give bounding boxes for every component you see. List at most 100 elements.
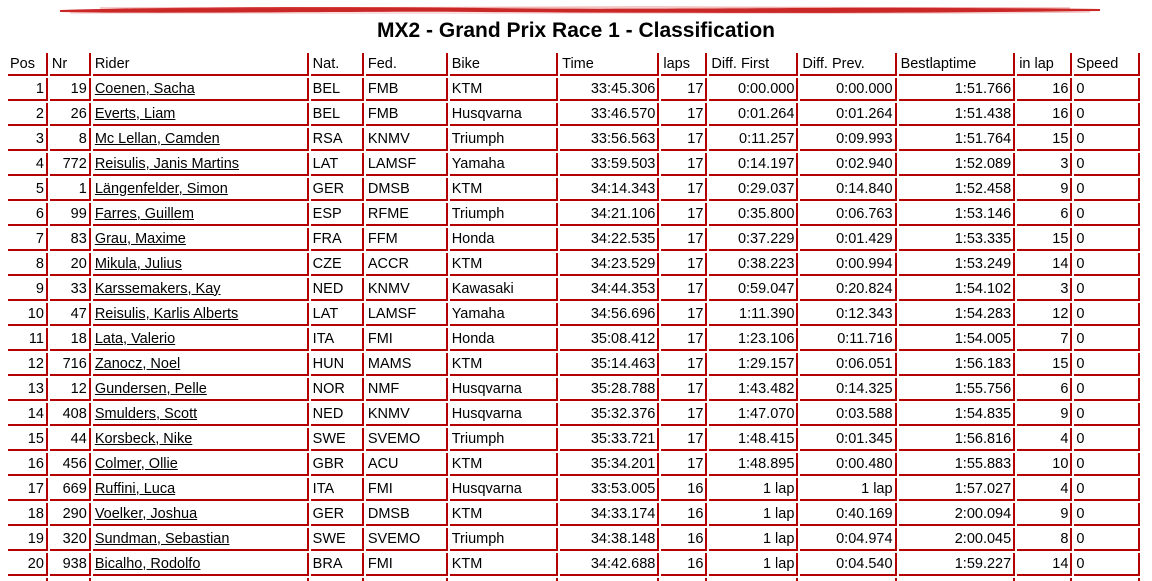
table-row: 9 33 Karssemakers, Kay NED KNMV Kawasaki 34:44… (8, 278, 1140, 301)
table-row: 5 1 Längenfelder, Simon GER DMSB KTM 34:14.343… (8, 178, 1140, 201)
cell-laps: 17 (661, 428, 708, 451)
rider-link[interactable]: Coenen, Sacha (94, 80, 195, 97)
rider-link[interactable]: Zanocz, Noel (94, 355, 181, 372)
cell-time: 34:33.174 (560, 503, 660, 526)
cell-diff-first: 1:11.390 (709, 303, 799, 326)
rider-link[interactable]: Grau, Maxime (94, 230, 186, 247)
cell-nr: 83 (49, 228, 91, 251)
cell-diff-prev: 0:00.994 (800, 253, 897, 276)
cell-bestlaptime: 1:53.335 (898, 228, 1016, 251)
table-row: 16 456 Colmer, Ollie GBR ACU KTM 35:34.201 17 1:… (8, 453, 1140, 476)
cell-diff-prev: 0:11.716 (800, 328, 897, 351)
cell-in-lap: 6 (1017, 203, 1073, 226)
cell-speed: 0 (1074, 253, 1140, 276)
cell-bestlaptime: 1:53.146 (898, 203, 1016, 226)
cell-fed: ACCR (365, 253, 448, 276)
cell-diff-first: 0:11.257 (709, 128, 799, 151)
cell-fed: FMI (365, 328, 448, 351)
cell-bike: Triumph (449, 428, 559, 451)
rider-link[interactable]: Reisulis, Karlis Alberts (94, 305, 239, 322)
table-row: 20 938 Bicalho, Rodolfo BRA FMI KTM 34:42.688 1… (8, 553, 1140, 576)
table-row: 13 12 Gundersen, Pelle NOR NMF Husqvarna 35:28… (8, 378, 1140, 401)
cell-in-lap: 15 (1017, 353, 1073, 376)
cell-nat: BRA (310, 553, 364, 576)
cell-laps: 17 (661, 453, 708, 476)
rider-link[interactable]: Mikula, Julius (94, 255, 182, 272)
cell-in-lap: 3 (1017, 153, 1073, 176)
column-header-diff-prev: Diff. Prev. (800, 53, 897, 76)
table-row: 18 290 Voelker, Joshua GER DMSB KTM 34:33.174 1… (8, 503, 1140, 526)
rider-link[interactable]: Reisulis, Janis Martins (94, 155, 240, 172)
rider-link[interactable]: Korsbeck, Nike (94, 430, 193, 447)
cell-pos: 7 (8, 228, 48, 251)
cell-bestlaptime: 1:56.183 (898, 353, 1016, 376)
rider-link[interactable]: Colmer, Ollie (94, 455, 178, 472)
cell-diff-first: 1 lap (709, 528, 799, 551)
cell-nat: NED (310, 278, 364, 301)
table-row: 12 716 Zanocz, Noel HUN MAMS KTM 35:14.463 17 1:… (8, 353, 1140, 376)
table-row: 7 83 Grau, Maxime FRA FFM Honda 34:22.535 17 0:3… (8, 228, 1140, 251)
rider-link[interactable]: Sundman, Sebastian (94, 530, 230, 547)
rider-link[interactable]: Lata, Valerio (94, 330, 176, 347)
cell-nat: GER (310, 503, 364, 526)
cell-diff-prev: 0:04.540 (800, 553, 897, 576)
rider-link[interactable]: Bicalho, Rodolfo (94, 555, 201, 572)
cell-nr: 290 (49, 503, 91, 526)
rider-link[interactable]: Karssemakers, Kay (94, 280, 221, 297)
cell-fed: SVEMO (365, 528, 448, 551)
cell-pos: 14 (8, 403, 48, 426)
cell-laps: 17 (661, 378, 708, 401)
cell-in-lap: 9 (1017, 403, 1073, 426)
cell-in-lap: 16 (1017, 78, 1073, 101)
cell-time: 34:38.148 (560, 528, 660, 551)
cell-diff-first: 1:48.415 (709, 428, 799, 451)
table-row: 3 8 Mc Lellan, Camden RSA KNMV Triumph 33:56.5… (8, 128, 1140, 151)
cell-bestlaptime: 1:59.227 (898, 553, 1016, 576)
cell-in-lap: 14 (1017, 253, 1073, 276)
cell-diff-prev: 0:12.343 (800, 303, 897, 326)
cell-bike: Husqvarna (449, 478, 559, 501)
cell-diff-prev: 0:01.429 (800, 228, 897, 251)
cell-nat: BEL (310, 78, 364, 101)
cell-time: 35:08.412 (560, 328, 660, 351)
cell-rider: Ruffini, Luca (92, 478, 309, 501)
rider-link[interactable]: Längenfelder, Simon (94, 180, 228, 197)
cell-diff-first: 0:01.264 (709, 103, 799, 126)
cell-nat: RSA (310, 128, 364, 151)
cell-rider: Gundersen, Pelle (92, 378, 309, 401)
cell-laps: 17 (661, 203, 708, 226)
cell-in-lap: 3 (1017, 278, 1073, 301)
rider-link[interactable]: Ruffini, Luca (94, 480, 176, 497)
cell-fed: ACU (365, 453, 448, 476)
table-row: 6 99 Farres, Guillem ESP RFME Triumph 34:21.10… (8, 203, 1140, 226)
rider-link[interactable]: Voelker, Joshua (94, 505, 198, 522)
cell-diff-prev: 0:14.325 (800, 378, 897, 401)
cell-pos: 6 (8, 203, 48, 226)
rider-link[interactable]: Mc Lellan, Camden (94, 130, 220, 147)
cell-nr: 19 (49, 78, 91, 101)
rider-link[interactable]: Smulders, Scott (94, 405, 198, 422)
cell-nat: HUN (310, 353, 364, 376)
cell-diff-first: 1 lap (709, 553, 799, 576)
table-row: 8 20 Mikula, Julius CZE ACCR KTM 34:23.529 17 0:… (8, 253, 1140, 276)
cell-rider: Reisulis, Janis Martins (92, 153, 309, 176)
cell-time: 34:23.529 (560, 253, 660, 276)
rider-link[interactable]: Everts, Liam (94, 105, 176, 122)
rider-link[interactable]: Farres, Guillem (94, 205, 194, 222)
cell-diff-prev: 0:04.974 (800, 528, 897, 551)
cell-pos: 10 (8, 303, 48, 326)
cell-nat: LAT (310, 303, 364, 326)
rider-link[interactable]: Gundersen, Pelle (94, 380, 207, 397)
cell-diff-first: 1:29.157 (709, 353, 799, 376)
cell-rider: Zanocz, Noel (92, 353, 309, 376)
cell-time: 35:14.463 (560, 353, 660, 376)
cell-rider: Coenen, Sacha (92, 78, 309, 101)
cell-nat: GER (310, 178, 364, 201)
cell-speed: 0 (1074, 78, 1140, 101)
cell-bike: Triumph (449, 128, 559, 151)
cell-diff-first: 1:47.070 (709, 403, 799, 426)
cell-rider: Bicalho, Rodolfo (92, 553, 309, 576)
cell-rider: Everts, Liam (92, 103, 309, 126)
cell-rider: Karssemakers, Kay (92, 278, 309, 301)
cell-time: 35:28.788 (560, 378, 660, 401)
